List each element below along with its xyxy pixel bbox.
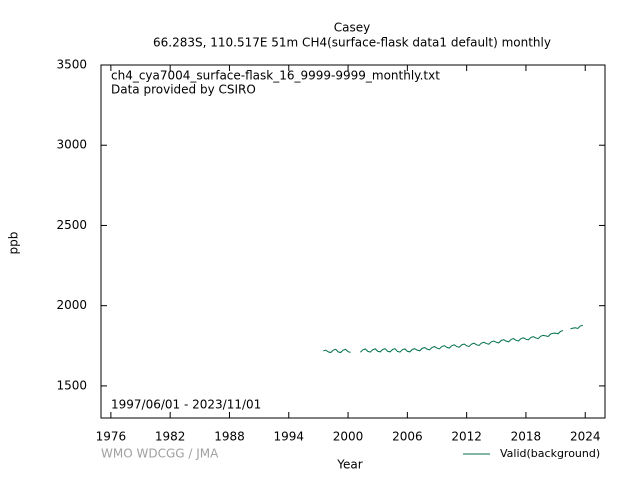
x-tick-label: 2012: [451, 430, 482, 444]
y-tick-label: 3000: [56, 138, 87, 152]
annotation: ch4_cya7004_surface-flask_16_9999-9999_m…: [111, 69, 440, 83]
y-tick-label: 1500: [56, 378, 87, 392]
x-tick-label: 2018: [511, 430, 542, 444]
x-tick-label: 1976: [96, 430, 127, 444]
x-tick-label: 1982: [155, 430, 186, 444]
plot-frame: [100, 64, 606, 419]
y-tick-label: 2000: [56, 298, 87, 312]
x-tick-label: 1994: [273, 430, 304, 444]
y-axis-label: ppb: [7, 232, 21, 255]
chart-subtitle: 66.283S, 110.517E 51m CH4(surface-flask …: [153, 36, 551, 50]
y-tick-label: 2500: [56, 218, 87, 232]
x-tick-label: 2024: [570, 430, 601, 444]
chart-title: Casey: [334, 21, 370, 35]
credit: WMO WDCGG / JMA: [101, 447, 219, 461]
x-axis-label: Year: [336, 458, 362, 472]
legend-label: Valid(background): [500, 447, 600, 460]
x-tick-label: 2000: [333, 430, 364, 444]
data-line: [323, 324, 583, 354]
annotation: 1997/06/01 - 2023/11/01: [111, 398, 261, 412]
x-tick-label: 1988: [214, 430, 245, 444]
x-tick-label: 2006: [392, 430, 423, 444]
annotation: Data provided by CSIRO: [111, 83, 256, 97]
y-tick-label: 3500: [56, 58, 87, 72]
